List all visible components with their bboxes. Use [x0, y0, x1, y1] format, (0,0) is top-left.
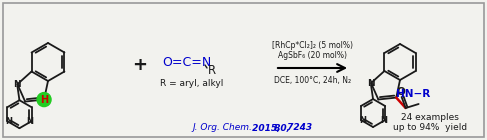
Text: up to 94%  yield: up to 94% yield: [393, 123, 467, 132]
Text: 80,: 80,: [271, 123, 290, 132]
Text: 2015,: 2015,: [249, 123, 281, 132]
Text: 7243: 7243: [284, 123, 312, 132]
Text: N: N: [359, 116, 366, 125]
Text: J. Org. Chem.: J. Org. Chem.: [192, 123, 252, 132]
Text: R: R: [208, 64, 216, 76]
Text: HN−R: HN−R: [396, 89, 431, 99]
Circle shape: [37, 93, 51, 107]
Text: DCE, 100°C, 24h, N₂: DCE, 100°C, 24h, N₂: [274, 76, 351, 86]
Text: AgSbF₆ (20 mol%): AgSbF₆ (20 mol%): [278, 51, 347, 60]
Text: N: N: [5, 117, 12, 126]
Text: 24 examples: 24 examples: [401, 114, 459, 122]
Text: O: O: [396, 87, 405, 97]
Text: N: N: [14, 80, 21, 89]
Text: O=C=N: O=C=N: [162, 55, 211, 68]
Text: H: H: [40, 95, 48, 105]
Text: N: N: [27, 117, 34, 126]
Text: [RhCp*Cl₂]₂ (5 mol%): [RhCp*Cl₂]₂ (5 mol%): [272, 41, 353, 51]
Text: +: +: [132, 56, 148, 74]
Text: N: N: [380, 116, 387, 125]
Text: R = aryl, alkyl: R = aryl, alkyl: [160, 80, 224, 88]
Text: N: N: [367, 79, 375, 88]
